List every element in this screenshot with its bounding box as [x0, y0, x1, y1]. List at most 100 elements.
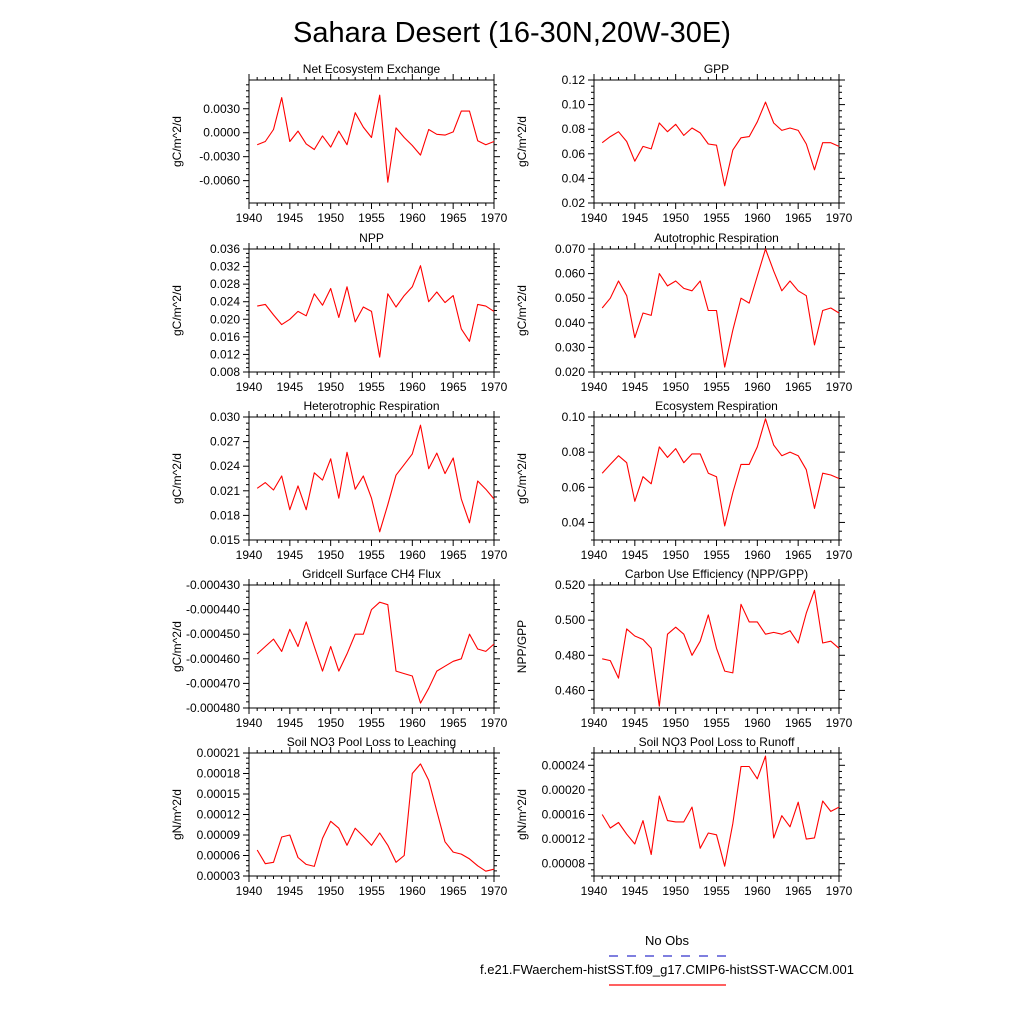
chart-panel: Soil NO3 Pool Loss to Runoff gN/m^2/d 1940… — [515, 735, 853, 898]
panel-title: Soil NO3 Pool Loss to Leaching — [287, 735, 456, 749]
x-tick-label: 1940 — [236, 211, 263, 225]
chart-panel: Net Ecosystem Exchange gC/m^2/d 1940 1945 19… — [170, 62, 508, 225]
y-tick-label: 0.015 — [210, 533, 240, 547]
y-tick-label: 0.032 — [210, 260, 240, 274]
y-tick-label: 0.040 — [555, 316, 585, 330]
x-tick-label: 1965 — [785, 548, 812, 562]
y-axis-label: gN/m^2/d — [515, 789, 529, 840]
x-tick-label: 1940 — [581, 380, 608, 394]
panel-title: Soil NO3 Pool Loss to Runoff — [639, 735, 796, 749]
y-tick-label: 0.020 — [555, 365, 585, 379]
x-tick-label: 1940 — [236, 548, 263, 562]
y-tick-label: 0.016 — [210, 330, 240, 344]
panel-title: Ecosystem Respiration — [655, 399, 778, 413]
x-tick-label: 1960 — [399, 716, 426, 730]
x-tick-label: 1965 — [440, 884, 467, 898]
x-tick-label: 1940 — [236, 716, 263, 730]
x-tick-label: 1970 — [826, 884, 853, 898]
y-tick-label: -0.0060 — [199, 174, 240, 188]
x-tick-label: 1965 — [785, 380, 812, 394]
y-axis-label: gC/m^2/d — [170, 285, 184, 336]
x-tick-label: 1965 — [785, 211, 812, 225]
x-tick-label: 1970 — [481, 884, 508, 898]
y-tick-label: 0.04 — [562, 171, 586, 185]
panels-container: Net Ecosystem Exchange gC/m^2/d 1940 1945 19… — [170, 62, 853, 898]
y-tick-label: -0.000460 — [186, 652, 240, 666]
x-tick-label: 1945 — [621, 548, 648, 562]
chart-panel: GPP gC/m^2/d 1940 1945 1950 1955 1960 1965 1970 0… — [515, 62, 853, 225]
y-tick-label: 0.12 — [562, 73, 586, 87]
y-tick-label: 0.021 — [210, 484, 240, 498]
y-tick-label: -0.000470 — [186, 676, 240, 690]
y-tick-label: 0.027 — [210, 435, 240, 449]
y-tick-label: 0.008 — [210, 365, 240, 379]
y-tick-label: 0.00006 — [197, 849, 241, 863]
x-tick-label: 1950 — [317, 548, 344, 562]
chart-panel: Heterotrophic Respiration gC/m^2/d 1940 194… — [170, 399, 508, 562]
x-tick-label: 1955 — [703, 548, 730, 562]
y-tick-label: 0.08 — [562, 445, 586, 459]
panel-title: Heterotrophic Respiration — [303, 399, 439, 413]
y-tick-label: 0.024 — [210, 295, 240, 309]
x-tick-label: 1960 — [399, 380, 426, 394]
y-tick-label: 0.00024 — [542, 758, 586, 772]
y-tick-label: 0.500 — [555, 613, 585, 627]
y-tick-label: 0.024 — [210, 459, 240, 473]
y-tick-label: 0.00020 — [542, 783, 586, 797]
y-tick-label: 0.050 — [555, 291, 585, 305]
y-axis-label: gC/m^2/d — [515, 116, 529, 167]
y-tick-label: 0.00008 — [542, 857, 586, 871]
y-tick-label: 0.060 — [555, 267, 585, 281]
y-tick-label: 0.460 — [555, 683, 585, 697]
y-tick-label: 0.0030 — [203, 102, 240, 116]
series-line — [256, 424, 495, 533]
x-tick-label: 1950 — [662, 548, 689, 562]
y-axis-label: gC/m^2/d — [515, 453, 529, 504]
x-tick-label: 1945 — [621, 380, 648, 394]
x-tick-label: 1955 — [358, 211, 385, 225]
series-line — [256, 94, 495, 183]
x-tick-label: 1950 — [662, 716, 689, 730]
series-line — [257, 265, 495, 358]
y-tick-label: 0.00015 — [197, 787, 241, 801]
series-line — [256, 763, 495, 872]
chart-panel: Carbon Use Efficiency (NPP/GPP) NPP/GPP 19… — [515, 567, 853, 730]
x-tick-label: 1960 — [744, 380, 771, 394]
y-tick-label: 0.06 — [562, 147, 586, 161]
x-tick-label: 1960 — [744, 884, 771, 898]
y-axis-label: NPP/GPP — [515, 620, 529, 673]
x-tick-label: 1955 — [358, 716, 385, 730]
y-tick-label: -0.0030 — [199, 150, 240, 164]
y-tick-label: 0.00018 — [197, 767, 241, 781]
y-tick-label: 0.030 — [210, 410, 240, 424]
chart-panel: Ecosystem Respiration gC/m^2/d 1940 1945 195… — [515, 399, 853, 562]
y-tick-label: 0.10 — [562, 98, 586, 112]
x-tick-label: 1955 — [703, 380, 730, 394]
x-tick-label: 1965 — [785, 884, 812, 898]
x-tick-label: 1950 — [662, 884, 689, 898]
x-tick-label: 1965 — [440, 716, 467, 730]
series-line — [602, 589, 840, 707]
x-tick-label: 1945 — [276, 884, 303, 898]
y-tick-label: 0.00012 — [197, 808, 241, 822]
y-tick-label: 0.10 — [562, 410, 586, 424]
x-tick-label: 1945 — [621, 716, 648, 730]
y-tick-label: 0.08 — [562, 122, 586, 136]
chart-panel: Autotrophic Respiration gC/m^2/d 1940 1945 1… — [515, 231, 853, 394]
y-tick-label: 0.020 — [210, 312, 240, 326]
plot-frame — [248, 752, 495, 877]
x-tick-label: 1945 — [276, 548, 303, 562]
x-tick-label: 1960 — [744, 548, 771, 562]
x-tick-label: 1965 — [440, 211, 467, 225]
x-tick-label: 1940 — [581, 211, 608, 225]
x-tick-label: 1955 — [358, 884, 385, 898]
y-tick-label: 0.030 — [555, 340, 585, 354]
x-tick-label: 1960 — [399, 884, 426, 898]
x-tick-label: 1950 — [317, 211, 344, 225]
y-tick-label: -0.000440 — [186, 603, 240, 617]
y-tick-label: -0.000430 — [186, 578, 240, 592]
y-tick-label: 0.00021 — [197, 746, 241, 760]
y-axis-label: gN/m^2/d — [170, 789, 184, 840]
x-tick-label: 1950 — [317, 380, 344, 394]
